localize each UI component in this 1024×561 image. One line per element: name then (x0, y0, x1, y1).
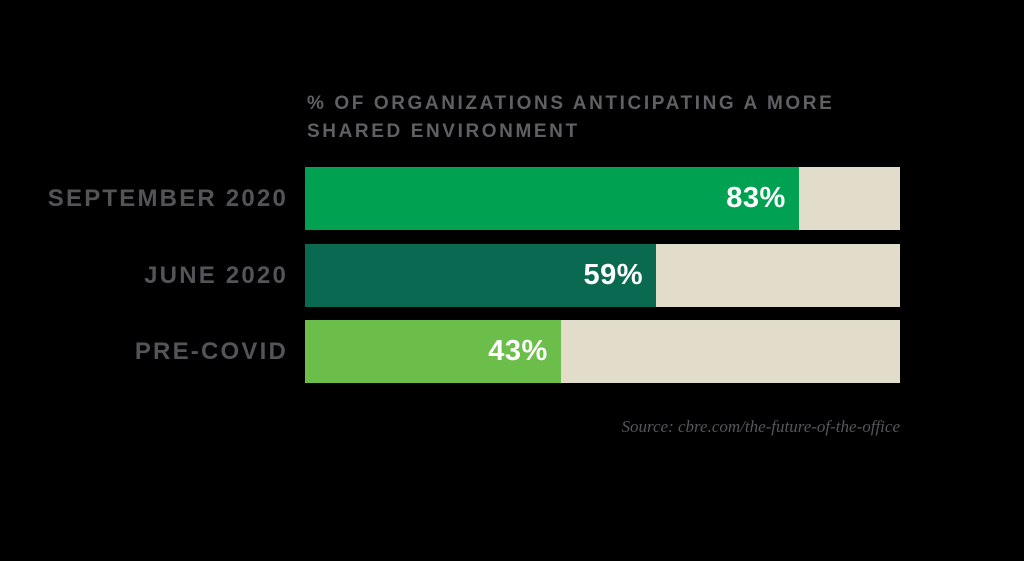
bar-row: JUNE 2020 59% (0, 244, 1024, 307)
bar-value-label: 59% (583, 259, 644, 291)
bar-fill: 43% (305, 320, 561, 383)
bar-row: SEPTEMBER 2020 83% (0, 167, 1024, 230)
bar-track: 43% (305, 320, 900, 383)
bar-category-label: SEPTEMBER 2020 (47, 185, 288, 212)
bar-value-label: 83% (726, 182, 786, 214)
bar-value-label: 43% (488, 335, 548, 367)
chart-title: % OF ORGANIZATIONS ANTICIPATING A MORE S… (307, 90, 927, 146)
chart-title-line2: SHARED ENVIRONMENT (307, 121, 580, 142)
bar-category-label: PRE-COVID (134, 338, 288, 365)
bar-track: 83% (305, 167, 900, 230)
bar-track: 59% (305, 244, 900, 307)
source-note: Source: cbre.com/the-future-of-the-offic… (621, 417, 901, 436)
bar-fill: 59% (305, 244, 657, 307)
bar-fill: 83% (305, 167, 799, 230)
chart-title-line1: % OF ORGANIZATIONS ANTICIPATING A MORE (307, 93, 835, 114)
bar-category-label: JUNE 2020 (144, 262, 288, 289)
bar-row: PRE-COVID 43% (0, 320, 1024, 383)
